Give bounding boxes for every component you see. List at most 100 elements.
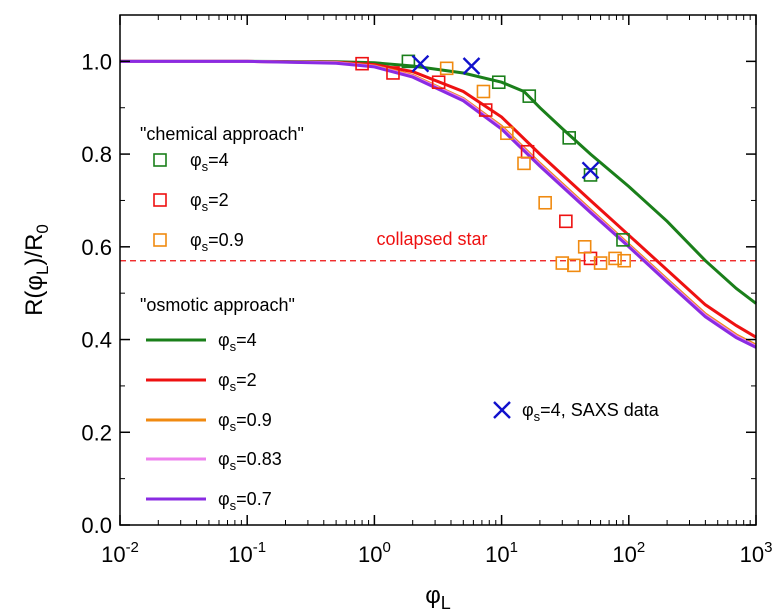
x-tick-label-exp: 2 xyxy=(637,539,645,556)
x-tick-label-base: 10 xyxy=(358,542,382,567)
legend-label-square-phis-4: φs=4 xyxy=(190,150,229,174)
square-phis-4 xyxy=(616,233,630,247)
legend-label-curve-phis-2-phi: φ xyxy=(218,370,230,390)
legend-label-square-phis-0-9-phi: φ xyxy=(190,230,202,250)
legend-label-curve-phis-4-eq: =4 xyxy=(236,330,257,350)
legend-label-curve-phis-0-9-eq: =0.9 xyxy=(236,410,272,430)
x-axis-title: φL xyxy=(425,582,451,613)
legend-label-curve-phis-2: φs=2 xyxy=(218,370,257,394)
legend-label-curve-phis-0-7-sub: s xyxy=(230,498,237,513)
legend-label-square-phis-2-sub: s xyxy=(202,199,209,214)
legend-label-square-phis-4-sub: s xyxy=(202,159,209,174)
x-tick-label-exp: -2 xyxy=(126,539,139,556)
legend-label-saxs: φs=4, SAXS data xyxy=(522,400,660,424)
y-tick-label: 0.8 xyxy=(81,142,112,167)
y-axis-title-b: )/R xyxy=(21,234,48,266)
legend-label-square-phis-4-phi: φ xyxy=(190,150,202,170)
x-tick-label: 10-1 xyxy=(228,539,266,567)
legend-label-curve-phis-0-7-phi: φ xyxy=(218,489,230,509)
legend-square-phis-4 xyxy=(153,153,167,167)
legend-label-square-phis-4-eq: =4 xyxy=(208,150,229,170)
legend-label-curve-phis-4-sub: s xyxy=(230,339,237,354)
legend-label-square-phis-2-phi: φ xyxy=(190,190,202,210)
legend-saxs-cross xyxy=(493,401,511,419)
legend-label-curve-phis-0-7-eq: =0.7 xyxy=(236,489,272,509)
legend-label-saxs-phi: φ xyxy=(522,400,534,420)
square-phis-2 xyxy=(355,56,369,71)
legend-label-square-phis-0-9-eq: =0.9 xyxy=(208,230,244,250)
square-phis-0-9 xyxy=(555,256,570,270)
square-phis-0-9 xyxy=(538,195,552,210)
x-tick-label-exp: 1 xyxy=(510,539,518,556)
y-tick-label: 0.4 xyxy=(81,328,112,353)
legend-label-square-phis-0-9-sub: s xyxy=(202,239,209,254)
x-tick-label: 10-2 xyxy=(101,539,139,567)
legend-square-phis-2 xyxy=(153,193,167,207)
x-tick-label-exp: -1 xyxy=(253,539,266,556)
legend-label-saxs-sub: s xyxy=(534,409,541,424)
x-tick-label-exp: 3 xyxy=(764,539,772,556)
legend-layer: φs=4φs=2φs=0.9φs=4φs=2φs=0.9φs=0.83φs=0.… xyxy=(146,150,660,513)
legend-label-curve-phis-0-9-sub: s xyxy=(230,419,237,434)
x-tick-label-base: 10 xyxy=(228,542,252,567)
y-axis-title-a: R(φ xyxy=(21,275,48,316)
legend-label-square-phis-2-eq: =2 xyxy=(208,190,229,210)
saxs-cross xyxy=(411,54,430,73)
square-phis-2 xyxy=(559,214,573,229)
axes-layer xyxy=(119,14,757,526)
square-phis-4 xyxy=(522,89,537,103)
y-tick-label: 0.2 xyxy=(81,420,112,445)
square-phis-0-9 xyxy=(500,126,514,141)
saxs-cross xyxy=(462,57,481,75)
square-phis-4 xyxy=(491,75,506,90)
x-tick-label: 103 xyxy=(740,539,773,567)
legend-label-curve-phis-0-9: φs=0.9 xyxy=(218,410,272,434)
curves-layer xyxy=(120,59,757,349)
square-phis-2 xyxy=(386,66,400,80)
legend-label-curve-phis-2-eq: =2 xyxy=(236,370,257,390)
legend-label-curve-phis-2-sub: s xyxy=(230,379,237,394)
x-tick-label: 100 xyxy=(358,539,391,567)
square-phis-2 xyxy=(431,75,446,90)
y-tick-label: 1.0 xyxy=(81,49,112,74)
square-phis-4 xyxy=(562,131,577,145)
y-axis-title-sub2: 0 xyxy=(33,224,52,233)
x-tick-label-base: 10 xyxy=(485,542,509,567)
legend-label-curve-phis-0-83: φs=0.83 xyxy=(218,449,282,473)
square-phis-2 xyxy=(478,103,493,117)
legend-label-saxs-eq: =4, SAXS data xyxy=(540,400,660,420)
y-tick-label: 0.6 xyxy=(81,235,112,260)
x-tick-label-base: 10 xyxy=(101,542,125,567)
legend-label-curve-phis-0-83-eq: =0.83 xyxy=(236,449,282,469)
legend-label-curve-phis-0-83-sub: s xyxy=(230,458,237,473)
collapsed-star-label: collapsed star xyxy=(376,229,487,249)
square-phis-0-9 xyxy=(476,84,491,99)
x-tick-label: 101 xyxy=(485,539,518,567)
square-phis-0-9 xyxy=(617,253,631,268)
square-phis-4 xyxy=(401,54,416,69)
x-tick-label-base: 10 xyxy=(740,542,764,567)
square-phis-0-9 xyxy=(567,258,581,273)
curve-phis-0-7 xyxy=(120,59,757,349)
legend-chemical-header: "chemical approach" xyxy=(140,124,304,144)
legend-osmotic-header: "osmotic approach" xyxy=(140,295,295,315)
legend-label-square-phis-0-9: φs=0.9 xyxy=(190,230,244,254)
legend-label-square-phis-2: φs=2 xyxy=(190,190,229,214)
x-tick-label-exp: 0 xyxy=(382,539,390,556)
legend-label-curve-phis-0-9-phi: φ xyxy=(218,410,230,430)
x-tick-label-base: 10 xyxy=(612,542,636,567)
square-phis-0-9 xyxy=(593,256,608,270)
y-axis-title-sub: L xyxy=(33,266,52,275)
x-tick-label: 102 xyxy=(612,539,645,567)
legend-label-curve-phis-4: φs=4 xyxy=(218,330,257,354)
x-axis-title-sub: L xyxy=(441,593,451,613)
square-phis-0-9 xyxy=(577,240,592,254)
y-axis-title: R(φL)/R0 xyxy=(21,224,52,316)
legend-label-curve-phis-0-83-phi: φ xyxy=(218,449,230,469)
square-phis-0-9 xyxy=(608,251,622,266)
x-axis-title-main: φ xyxy=(425,582,441,609)
legend-label-curve-phis-4-phi: φ xyxy=(218,330,230,350)
legend-label-curve-phis-0-7: φs=0.7 xyxy=(218,489,272,513)
